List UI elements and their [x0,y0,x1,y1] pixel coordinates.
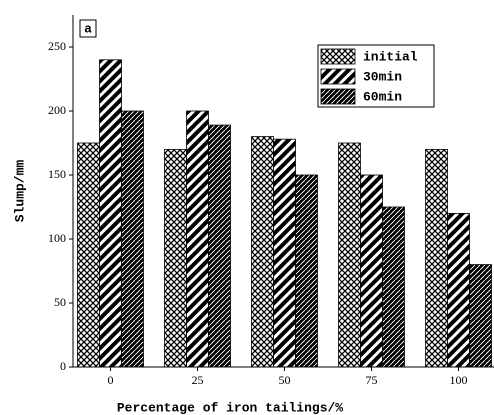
bar [295,174,318,368]
x-tick-label: 75 [366,373,378,387]
x-tick-label: 0 [108,373,114,387]
legend-swatch [320,48,356,65]
bar [447,212,470,368]
bar [121,110,144,368]
y-tick-label: 250 [48,39,66,53]
x-axis-label: Percentage of iron tailings/% [117,400,343,415]
annotation-box [79,19,97,38]
bar [273,138,296,368]
x-tick-label: 50 [279,373,291,387]
legend-swatch [320,88,356,105]
x-tick-label: 25 [192,373,204,387]
bar [338,142,361,368]
x-tick-label: 100 [450,373,468,387]
bar [360,174,383,368]
y-tick-label: 50 [54,295,66,309]
bar [164,148,187,368]
bar [208,124,231,368]
y-tick-label: 0 [60,359,66,373]
y-axis-label: Slump/mm [12,160,27,223]
bar [251,136,274,368]
y-tick-label: 150 [48,167,66,181]
legend-label: 60min [363,89,402,104]
bar [469,264,492,368]
legend-swatch [320,68,356,85]
legend-label: 30min [363,69,402,84]
bar [382,206,405,368]
legend-label: initial [363,49,418,64]
bar [77,142,100,368]
y-tick-label: 100 [48,231,66,245]
y-tick-label: 200 [48,103,66,117]
bar [186,110,209,368]
bar [425,148,448,368]
annotation: a [84,21,92,36]
bar [99,59,122,368]
